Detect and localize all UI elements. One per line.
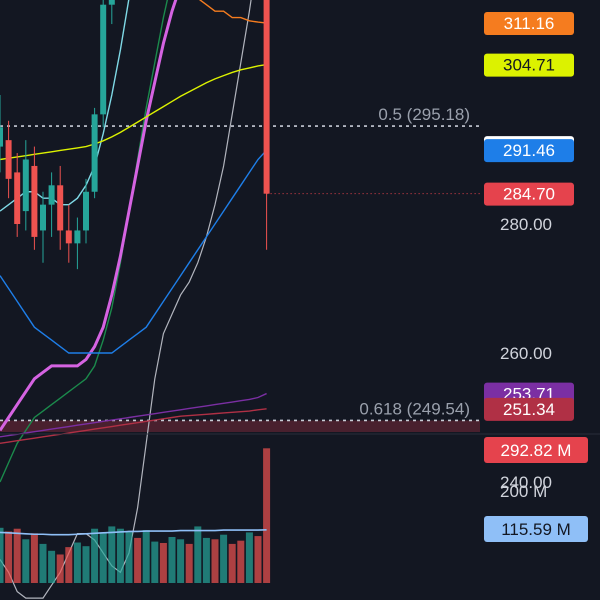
volume-bar bbox=[228, 543, 236, 583]
support-zone bbox=[0, 420, 480, 432]
volume-bar bbox=[82, 546, 90, 583]
volume-pane: 200 M 292.82 M 115.59 M bbox=[0, 433, 600, 583]
price-tag-label: 304.71 bbox=[503, 56, 555, 75]
volume-bar bbox=[99, 532, 107, 583]
price-tick-label: 240.00 bbox=[500, 473, 552, 492]
price-tag bbox=[484, 139, 574, 163]
volume-bar bbox=[159, 542, 167, 583]
volume-bar bbox=[211, 539, 219, 583]
fib-label: 0.5 (295.18) bbox=[378, 105, 470, 124]
volume-bar bbox=[237, 540, 245, 583]
volume-ma-label: 115.59 M bbox=[501, 520, 571, 539]
volume-current-tag bbox=[484, 437, 588, 463]
volume-bar bbox=[220, 534, 228, 583]
candle-body bbox=[40, 204, 46, 231]
volume-bar bbox=[142, 530, 150, 583]
volume-bar bbox=[30, 533, 38, 583]
volume-bar bbox=[0, 527, 4, 583]
price-tag-label: 251.34 bbox=[503, 400, 555, 419]
candle-body bbox=[83, 191, 89, 231]
volume-bar bbox=[108, 526, 116, 583]
volume-bar bbox=[151, 541, 159, 583]
moving-average-line bbox=[0, 0, 169, 483]
moving-average-line bbox=[0, 392, 267, 438]
price-tick-label: 280.00 bbox=[500, 215, 552, 234]
candle-body bbox=[74, 230, 81, 244]
band-line bbox=[0, 0, 252, 599]
volume-bar bbox=[65, 547, 73, 583]
volume-bar bbox=[56, 554, 64, 583]
price-tag bbox=[484, 397, 574, 421]
volume-ma-tag bbox=[484, 516, 588, 542]
candle-body bbox=[22, 159, 29, 212]
volume-bar bbox=[168, 537, 176, 583]
candle-body bbox=[108, 0, 115, 5]
volume-bar bbox=[116, 528, 124, 583]
candle-body bbox=[100, 4, 107, 115]
volume-bar bbox=[202, 537, 210, 583]
volume-bar bbox=[5, 531, 13, 583]
candles bbox=[0, 0, 270, 270]
moving-average-line bbox=[0, 408, 267, 444]
fib-lines: 0.382 (340.81)0.5 (295.18)0.618 (249.54) bbox=[0, 105, 480, 422]
moving-average-line bbox=[198, 0, 267, 24]
volume-bar bbox=[48, 550, 56, 583]
moving-average-line bbox=[0, 63, 267, 161]
candle-body bbox=[91, 114, 98, 192]
volume-bar bbox=[13, 528, 21, 583]
price-tag bbox=[484, 182, 574, 206]
price-tag-label: 291.46 bbox=[503, 141, 555, 160]
volume-tick-label: 200 M bbox=[500, 482, 547, 501]
volume-bar bbox=[134, 537, 142, 583]
price-tag bbox=[484, 53, 574, 77]
price-tag-label: 311.16 bbox=[504, 14, 555, 33]
volume-current-label: 292.82 M bbox=[501, 441, 572, 460]
price-tag bbox=[484, 12, 574, 36]
band-line-layer bbox=[0, 0, 252, 599]
volume-bar bbox=[185, 543, 193, 583]
price-tags: 335.27330.01326.19311.16304.71291.92291.… bbox=[484, 12, 574, 421]
volume-bar bbox=[194, 526, 202, 583]
fib-label: 0.618 (249.54) bbox=[359, 399, 470, 418]
volume-ma-line bbox=[0, 529, 267, 536]
candle-body bbox=[48, 185, 55, 205]
moving-average-line bbox=[0, 0, 178, 432]
price-tag-label: 284.70 bbox=[503, 185, 555, 204]
candle-body bbox=[14, 172, 21, 224]
support-zone-fill bbox=[0, 420, 480, 432]
price-tick-label: 260.00 bbox=[500, 344, 552, 363]
moving-average-layer bbox=[0, 0, 268, 483]
candle-body bbox=[57, 185, 64, 231]
volume-bar bbox=[177, 539, 185, 583]
candle-body bbox=[31, 165, 38, 237]
moving-average-line bbox=[0, 149, 268, 354]
moving-average-line bbox=[0, 0, 130, 212]
volume-bar bbox=[22, 539, 30, 583]
volume-bar bbox=[91, 528, 99, 583]
volume-bar bbox=[254, 536, 262, 583]
volume-bar bbox=[39, 543, 47, 583]
candle-body bbox=[65, 230, 72, 244]
volume-bar bbox=[245, 532, 253, 583]
volume-bar bbox=[125, 531, 133, 583]
candle-body bbox=[0, 127, 3, 147]
volume-bar bbox=[73, 542, 81, 583]
volume-bar bbox=[263, 448, 271, 583]
candle-body bbox=[263, 0, 270, 194]
candle-body bbox=[5, 140, 12, 179]
